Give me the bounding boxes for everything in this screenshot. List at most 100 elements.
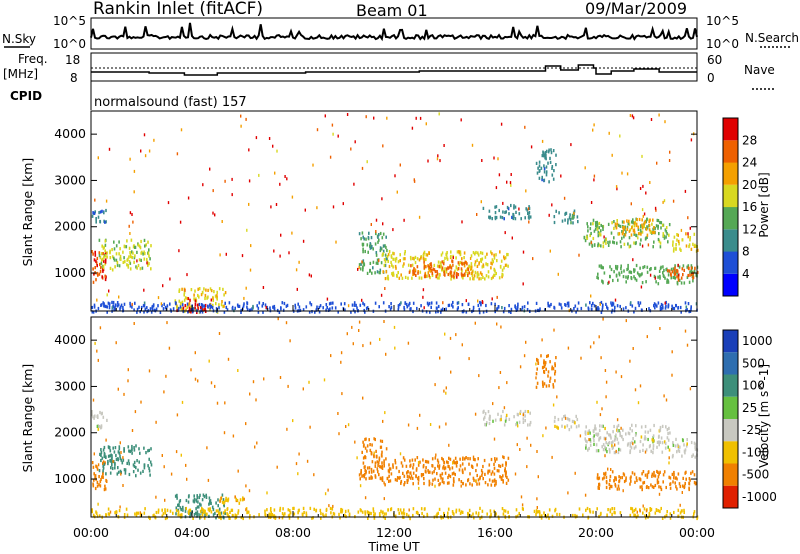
data-cell [287, 514, 290, 518]
data-cell [118, 509, 121, 513]
data-cell [222, 498, 225, 502]
data-cell [504, 419, 507, 423]
data-speckle [460, 484, 462, 488]
data-cell [468, 271, 470, 275]
data-cell [605, 238, 607, 242]
data-cell [662, 234, 665, 238]
data-cell [139, 310, 141, 314]
data-cell [198, 495, 201, 500]
data-cell [416, 306, 418, 311]
power-panel-frame [90, 110, 698, 312]
data-cell [493, 253, 495, 257]
data-cell [555, 356, 557, 360]
data-cell [666, 232, 668, 236]
data-cell [418, 276, 421, 280]
data-cell [646, 218, 648, 222]
data-cell [229, 510, 231, 514]
data-cell [620, 270, 623, 274]
data-cell [472, 277, 474, 281]
data-cell [503, 257, 506, 261]
data-cell [400, 301, 402, 305]
data-cell [463, 273, 465, 277]
data-cell [487, 483, 489, 487]
data-cell [513, 415, 515, 419]
data-cell [629, 301, 632, 305]
data-cell [547, 161, 549, 165]
data-cell [504, 469, 506, 473]
data-cell [403, 262, 405, 266]
data-cell [613, 270, 615, 274]
data-speckle [351, 325, 353, 329]
data-cell [372, 260, 375, 264]
data-speckle [346, 332, 348, 336]
data-cell [372, 247, 374, 251]
data-cell [125, 245, 128, 249]
data-cell [412, 270, 415, 275]
data-cell [107, 301, 110, 305]
data-cell [500, 414, 502, 418]
data-speckle [210, 298, 212, 302]
data-cell [382, 301, 385, 305]
data-cell [340, 302, 342, 306]
data-cell [585, 425, 587, 429]
data-cell [270, 511, 272, 515]
data-cell [677, 306, 680, 310]
data-speckle [438, 112, 440, 116]
data-cell [169, 509, 172, 513]
data-speckle [384, 287, 386, 290]
data-cell [111, 306, 114, 310]
data-cell [150, 267, 152, 271]
data-cell [420, 474, 423, 478]
data-speckle [358, 320, 361, 324]
data-cell [210, 510, 213, 514]
data-cell [91, 310, 94, 314]
data-cell [535, 385, 538, 389]
data-cell [370, 246, 373, 250]
data-cell [104, 220, 106, 224]
data-speckle [500, 122, 503, 126]
data-cell [633, 241, 635, 245]
data-cell [369, 443, 371, 447]
data-speckle [598, 335, 600, 339]
data-speckle [519, 448, 521, 451]
data-cell [635, 445, 637, 449]
data-cell [220, 496, 222, 501]
data-cell [640, 273, 642, 277]
data-cell [269, 306, 271, 310]
colorbar-tick-label: 1000 [742, 334, 773, 348]
data-cell [428, 274, 430, 278]
data-speckle [258, 173, 260, 177]
data-speckle [119, 505, 121, 509]
data-cell [613, 226, 615, 230]
data-speckle [245, 484, 247, 488]
data-cell [366, 510, 369, 514]
data-cell [395, 256, 398, 261]
data-cell [515, 508, 518, 512]
data-cell [633, 232, 635, 236]
data-cell [627, 242, 629, 246]
data-cell [134, 254, 136, 258]
data-cell [311, 310, 313, 314]
data-cell [601, 445, 603, 449]
freq-left-tick-bottom: 8 [70, 71, 78, 85]
data-speckle [375, 218, 378, 222]
time-tick-label: 16:00 [477, 525, 513, 540]
data-cell [498, 464, 500, 468]
data-cell [505, 461, 507, 465]
data-cell [468, 264, 470, 269]
data-cell [637, 301, 640, 305]
data-cell [602, 245, 605, 249]
data-speckle [383, 497, 385, 501]
data-cell [665, 425, 667, 429]
data-cell [417, 271, 419, 275]
data-cell [502, 273, 504, 277]
data-cell [195, 507, 197, 511]
data-cell [102, 301, 104, 305]
data-cell [102, 464, 104, 468]
data-cell [365, 306, 368, 310]
data-cell [633, 513, 635, 517]
data-speckle [643, 212, 646, 216]
data-cell [551, 173, 554, 177]
data-cell [629, 244, 632, 248]
